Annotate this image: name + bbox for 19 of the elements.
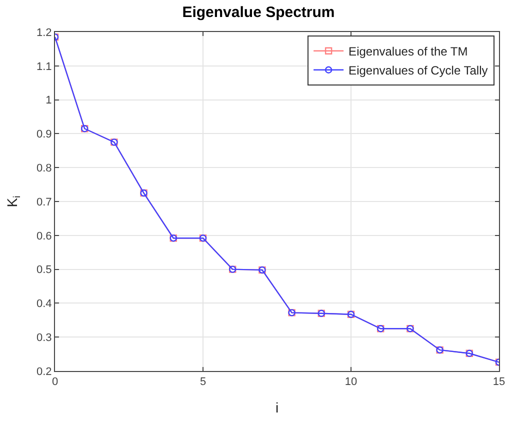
y-tick-label: 1 (46, 94, 52, 107)
chart-title: Eigenvalue Spectrum (182, 4, 335, 21)
y-tick-label: 0.3 (36, 332, 52, 344)
x-axis-title: i (275, 400, 279, 416)
y-tick-label: 1.1 (36, 60, 52, 73)
y-tick-label: 0.4 (36, 298, 52, 310)
y-tick-label: 0.6 (36, 230, 52, 242)
x-tick-label: 5 (200, 376, 206, 388)
y-tick-label: 0.8 (36, 162, 52, 174)
y-tick-label: 0.5 (36, 264, 52, 276)
y-tick-label: 1.2 (36, 26, 52, 39)
legend-label: Eigenvalues of Cycle Tally (348, 64, 488, 78)
x-tick-label: 10 (344, 376, 358, 388)
y-tick-label: 0.9 (36, 128, 52, 141)
x-tick-label: 0 (52, 376, 58, 388)
legend-label: Eigenvalues of the TM (348, 44, 468, 59)
x-tick-label: 15 (492, 376, 506, 388)
y-tick-label: 0.7 (36, 196, 52, 208)
y-tick-label: 0.2 (36, 366, 52, 378)
